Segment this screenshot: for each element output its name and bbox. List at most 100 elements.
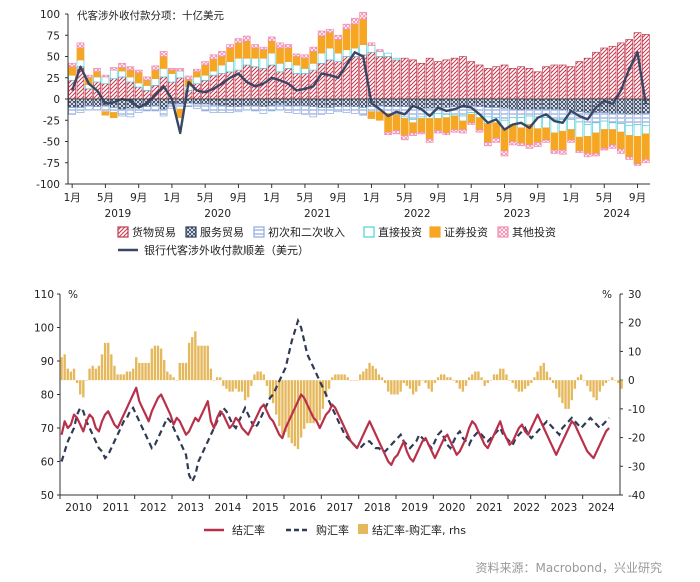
bar-goods: [525, 68, 534, 100]
diff-bar: [290, 380, 293, 444]
bar-goods: [251, 66, 259, 100]
bar-other: [217, 51, 226, 57]
legend-swatch-income: [253, 226, 265, 238]
diff-bar: [194, 331, 197, 381]
bar-securities: [326, 32, 334, 49]
bar-services: [475, 98, 484, 108]
bar-income: [176, 103, 185, 110]
chart2-ytick-right: 0: [628, 375, 635, 387]
diff-bar: [573, 380, 577, 389]
diff-bar: [169, 374, 172, 381]
diff-bar: [327, 380, 331, 389]
chart1-ytick: 75: [47, 30, 60, 42]
diff-bar: [533, 377, 536, 381]
bar-other: [176, 68, 185, 72]
legend-label-line: 银行代客涉外收付款顺差（美元）: [144, 243, 309, 257]
diff-bar: [79, 380, 82, 395]
bar-other: [583, 153, 592, 158]
bar-securities: [409, 122, 417, 134]
chart1-year-label: 2023: [504, 208, 531, 220]
diff-bar: [449, 377, 452, 381]
chart2-sell-line: [60, 386, 610, 466]
bar-other: [475, 129, 484, 133]
bar-securities: [234, 42, 243, 59]
chart1-ytick: -50: [43, 137, 60, 149]
bar-other: [76, 42, 85, 49]
bar-other: [342, 23, 351, 30]
diff-bar: [486, 380, 489, 384]
chart2-ytick-right: 30: [628, 289, 641, 301]
diff-bar: [175, 380, 178, 381]
bar-securities: [217, 56, 226, 66]
bar-securities: [542, 127, 550, 141]
bar-income: [126, 107, 135, 118]
diff-bar: [125, 371, 129, 381]
bar-goods: [176, 77, 185, 100]
chart1-xtick: 5月: [296, 192, 313, 204]
bar-direct: [567, 119, 575, 130]
bar-other: [276, 42, 284, 49]
bar-goods: [442, 59, 451, 100]
chart1-xtick: 1月: [463, 192, 480, 204]
bar-securities: [617, 131, 625, 150]
bar-services: [375, 98, 384, 107]
bar-services: [359, 98, 367, 108]
chart2-xtick: 2016: [289, 502, 316, 514]
diff-bar: [405, 380, 409, 386]
bar-services: [193, 98, 201, 105]
diff-bar: [331, 377, 334, 381]
diff-bar: [402, 380, 405, 384]
bar-services: [442, 98, 451, 108]
diff-bar: [334, 374, 337, 381]
bar-income: [276, 104, 284, 111]
bar-goods: [143, 90, 151, 100]
bar-services: [76, 98, 85, 108]
diff-bar: [433, 380, 437, 384]
bar-other: [592, 153, 600, 157]
bar-other: [267, 36, 276, 42]
bar-goods: [392, 59, 401, 100]
bar-other: [484, 142, 492, 147]
legend-label-buy: 购汇率: [316, 523, 349, 537]
bar-services: [425, 98, 434, 109]
bar-services: [633, 98, 642, 115]
chart1-ytick: 0: [53, 94, 60, 106]
bar-services: [492, 98, 501, 108]
bar-goods: [276, 71, 284, 100]
bar-services: [284, 98, 293, 107]
bar-other: [93, 68, 101, 73]
chart1-xtick: 1月: [263, 192, 280, 204]
bar-services: [525, 98, 534, 110]
diff-bar: [561, 380, 564, 404]
diff-bar: [256, 371, 259, 381]
diff-bar: [181, 362, 185, 381]
bar-services: [542, 98, 550, 110]
bar-goods: [317, 62, 326, 100]
bar-securities: [251, 47, 259, 59]
bar-income: [251, 105, 259, 112]
diff-bar: [523, 380, 527, 389]
bar-other: [550, 149, 559, 154]
bar-goods: [575, 61, 584, 100]
bar-direct: [217, 64, 226, 74]
diff-bar: [415, 380, 418, 392]
bar-services: [467, 98, 476, 107]
bar-goods: [467, 61, 476, 100]
diff-bar: [418, 380, 421, 386]
bar-securities: [459, 120, 467, 130]
bar-other: [409, 132, 417, 136]
diff-bar: [601, 380, 605, 386]
diff-bar: [380, 377, 384, 381]
bar-other: [251, 44, 259, 49]
bar-securities: [301, 57, 309, 69]
bar-services: [533, 98, 542, 110]
bar-goods: [84, 88, 93, 100]
bar-direct: [134, 82, 143, 88]
diff-bar: [570, 380, 573, 401]
bar-services: [242, 98, 251, 107]
bar-income: [234, 106, 243, 113]
legend-label-income: 初次和二次收入: [268, 225, 345, 239]
diff-bar: [567, 380, 570, 409]
bar-goods: [459, 56, 467, 100]
diff-bar: [172, 377, 175, 381]
